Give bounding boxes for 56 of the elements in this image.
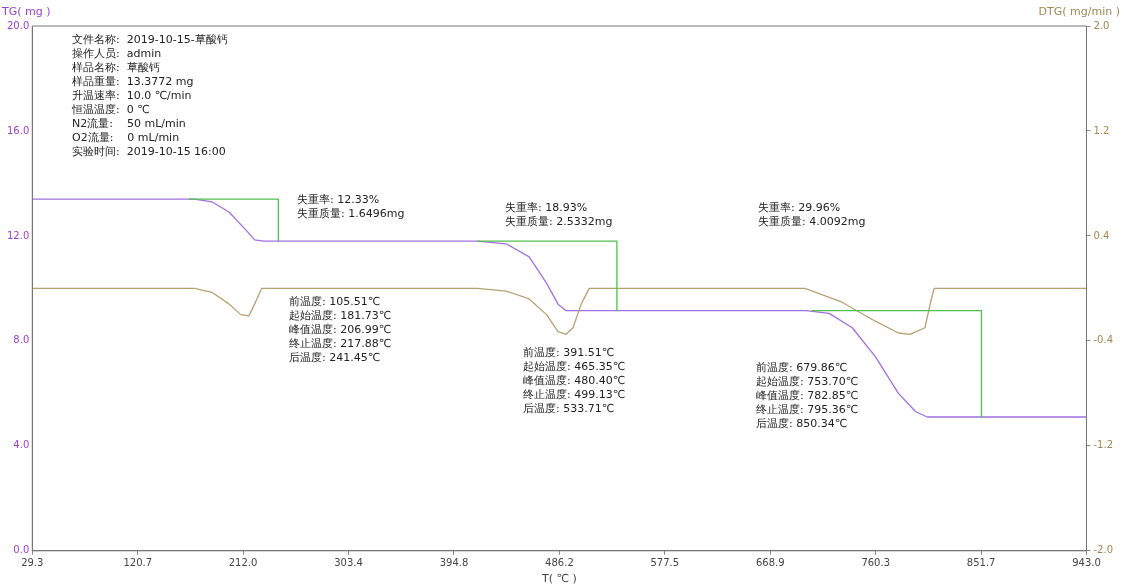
annotation: 样品重量: 13.3772 mg [72,75,194,89]
y2-tick-label: -2.0 [1093,544,1113,556]
annotation: O2流量: 0 mL/min [72,131,180,145]
annotation: 失重率: 12.33% [297,193,380,207]
annotation: 终止温度: 795.36℃ [756,403,859,417]
annotation: 失重质量: 1.6496mg [297,207,405,221]
y-tick-label: 8.0 [13,334,30,346]
annotation: 失重质量: 4.0092mg [758,215,866,229]
x-tick-label: 212.0 [228,557,258,569]
annotation: 失重质量: 2.5332mg [505,215,613,229]
y2-tick-label: 2.0 [1093,19,1110,31]
y2-tick-label: 0.4 [1093,229,1110,241]
x-tick-label: 760.3 [861,557,891,569]
y-axis-title: TG( mg ) [1,5,51,19]
annotation: 后温度: 241.45℃ [289,351,381,365]
x-tick-label: 120.7 [123,557,153,569]
x-tick-label: 851.7 [966,557,996,569]
x-tick-label: 668.9 [755,557,785,569]
y-tick-label: 0.0 [13,544,30,556]
y-tick-label: 12.0 [7,229,30,241]
y2-tick-label: -0.4 [1093,334,1113,346]
annotation: 失重率: 18.93% [505,201,588,215]
y-tick-label: 4.0 [13,439,30,451]
annotation: 起始温度: 181.73℃ [289,309,392,323]
y-tick-label: 16.0 [7,124,30,136]
y2-tick-label: -1.2 [1093,439,1113,451]
x-tick-label: 943.0 [1072,557,1101,569]
annotation: 峰值温度: 480.40℃ [523,374,626,388]
annotation: 峰值温度: 782.85℃ [756,389,859,403]
x-tick-label: 577.5 [650,557,680,569]
annotation: 终止温度: 499.13℃ [523,388,626,402]
annotation: 操作人员: admin [72,47,162,61]
annotation: N2流量: 50 mL/min [72,117,186,131]
annotation: 起始温度: 753.70℃ [756,375,859,389]
annotation: 前温度: 679.86℃ [756,361,848,375]
x-tick-label: 29.3 [21,557,44,569]
x-axis-title: T( ℃ ) [541,572,577,586]
annotation: 起始温度: 465.35℃ [523,360,626,374]
annotation: 升温速率: 10.0 ℃/min [72,89,192,103]
annotation: 文件名称: 2019-10-15-草酸钙 [72,33,228,47]
annotation: 前温度: 105.51℃ [289,295,381,309]
x-tick-label: 394.8 [439,557,469,569]
annotation: 前温度: 391.51℃ [523,346,615,360]
annotation: 恒温温度: 0 ℃ [71,103,150,117]
annotation: 后温度: 850.34℃ [756,417,848,431]
annotation: 失重率: 29.96% [758,201,841,215]
annotation: 峰值温度: 206.99℃ [289,323,392,337]
x-tick-label: 486.2 [545,557,574,569]
annotation: 后温度: 533.71℃ [523,402,615,416]
annotation: 样品名称: 草酸钙 [72,61,160,75]
annotation: 终止温度: 217.88℃ [289,337,392,351]
y-tick-label: 20.0 [7,19,30,31]
annotation: 实验时间: 2019-10-15 16:00 [72,145,226,159]
y2-tick-label: 1.2 [1093,124,1110,136]
x-tick-label: 303.4 [334,557,363,569]
y2-axis-title: DTG( mg/min ) [1038,5,1120,19]
